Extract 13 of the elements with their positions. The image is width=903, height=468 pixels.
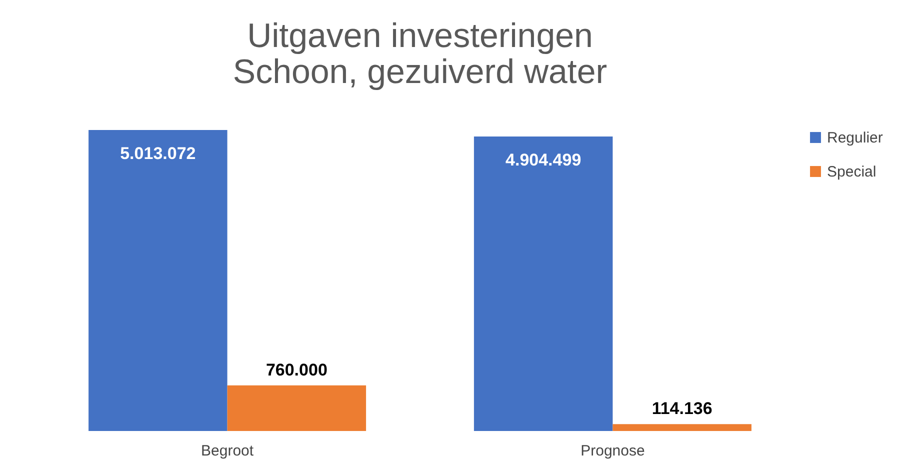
bar [612,424,752,431]
chart-title: Uitgaven investeringen Schoon, gezuiverd water [232,17,608,91]
legend-label: Special [827,164,876,180]
bar [227,385,366,431]
bar [474,136,613,431]
data-label: 4.904.499 [506,150,582,170]
bar [88,130,228,431]
data-label: 5.013.072 [120,144,196,163]
data-label: 114.136 [652,399,712,418]
x-tick-label: Begroot [201,442,254,460]
x-tick-label: Prognose [580,442,645,460]
data-label: 760.000 [266,360,328,380]
legend-label: Regulier [827,130,883,146]
